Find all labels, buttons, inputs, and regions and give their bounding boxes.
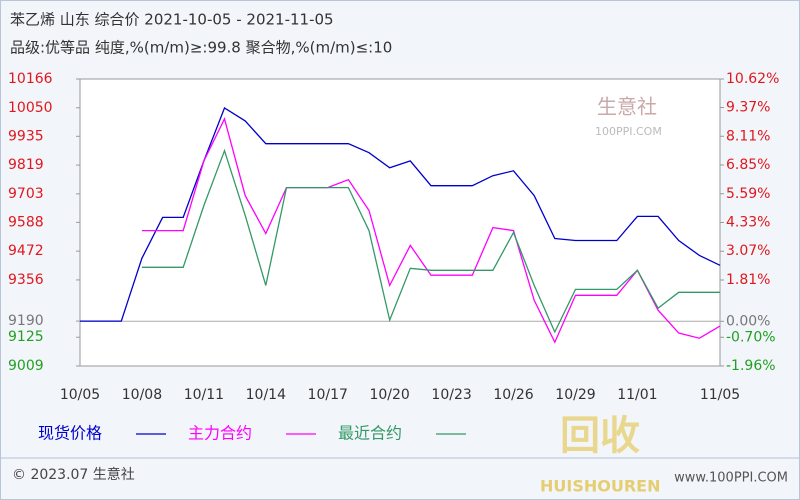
x-tick-label: 10/20 (369, 387, 409, 403)
x-tick-label: 10/26 (493, 387, 533, 403)
legend-label: 最近合约 (338, 424, 402, 443)
y-tick-label: 9703 (8, 186, 44, 202)
series-line (141, 148, 720, 334)
y-tick-label: 9819 (8, 157, 44, 173)
legend-label: 主力合约 (188, 424, 252, 443)
y2-tick-label: 6.85% (726, 157, 770, 173)
y-tick-label: 9935 (8, 128, 44, 144)
logo-text: 回收 (560, 413, 640, 459)
series-line (80, 107, 721, 322)
y-tick-label: 9472 (8, 243, 44, 259)
y2-tick-label: 4.33% (726, 215, 770, 231)
watermark: 生意社 (597, 95, 657, 119)
watermark-site: 100PPI.COM (595, 125, 662, 138)
x-tick-label: 10/05 (60, 387, 100, 403)
series-line (141, 117, 721, 344)
y-tick-label: 9190 (8, 313, 44, 329)
x-tick-label: 11/01 (617, 387, 657, 403)
x-tick-label: 10/17 (308, 387, 348, 403)
y2-tick-label: 8.11% (726, 128, 770, 144)
chart-subtitle: 品级:优等品 纯度,%(m/m)≥:99.8 聚合物,%(m/m)≤:10 (10, 39, 392, 57)
plot-area (79, 78, 721, 367)
x-tick-label: 10/23 (431, 387, 471, 403)
y-tick-label: 9356 (8, 272, 44, 288)
y2-tick-label: 10.62% (726, 71, 779, 87)
y-tick-label: 10166 (8, 71, 53, 87)
x-tick-label: 11/05 (700, 387, 740, 403)
legend-label: 现货价格 (38, 424, 102, 443)
y-tick-label: 9588 (8, 214, 44, 230)
y2-tick-label: 9.37% (726, 100, 770, 116)
y2-tick-label: -1.96% (726, 358, 776, 374)
y-tick-label: 10050 (8, 100, 53, 116)
x-tick-label: 10/14 (246, 387, 286, 403)
x-tick-label: 10/08 (122, 387, 162, 403)
logo-caption: HUISHOUREN (540, 477, 660, 496)
copyright: © 2023.07 生意社 (12, 466, 135, 483)
y2-tick-label: 0.00% (726, 313, 770, 329)
y2-tick-label: 1.81% (726, 272, 770, 288)
y2-tick-label: -0.70% (726, 329, 776, 345)
website: www.100PPI.COM (674, 471, 788, 486)
x-tick-label: 10/29 (555, 387, 595, 403)
y2-tick-label: 5.59% (726, 186, 770, 202)
y-tick-label: 9125 (8, 329, 44, 345)
chart-title: 苯乙烯 山东 综合价 2021-10-05 - 2021-11-05 (10, 11, 334, 29)
x-tick-label: 10/11 (184, 387, 224, 403)
y-tick-label: 9009 (8, 358, 44, 374)
y2-tick-label: 3.07% (726, 243, 770, 259)
